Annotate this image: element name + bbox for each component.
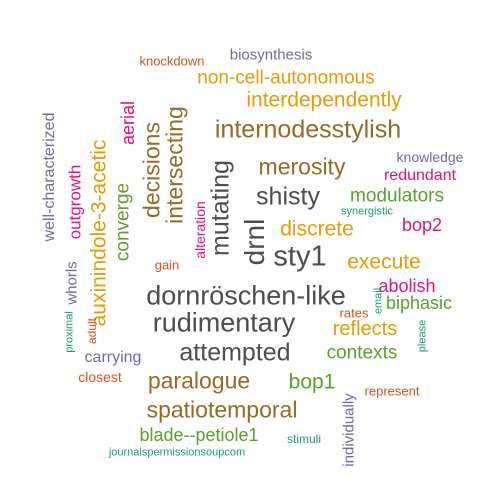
word-closest: closest	[78, 369, 122, 385]
word-paralogue: paralogue	[147, 367, 251, 394]
word-bop1: bop1	[288, 370, 336, 394]
word-well-characterized: well-characterized	[41, 112, 58, 242]
word-drnl: drnl	[239, 218, 270, 266]
word-biphasic: biphasic	[385, 293, 453, 313]
word-individually: individually	[340, 393, 358, 467]
word-adult: adult	[85, 317, 99, 345]
word-decisions: decisions	[138, 122, 165, 218]
word-represent: represent	[364, 383, 420, 399]
word-outgrowth: outgrowth	[65, 164, 85, 240]
word-sty1: sty1	[273, 240, 327, 273]
word-modulators: modulators	[350, 185, 444, 207]
word-stimuli: stimuli	[286, 432, 322, 446]
word-merosity: merosity	[258, 153, 346, 180]
word-alteration: alteration	[192, 201, 208, 259]
word-reflects: reflects	[332, 318, 398, 340]
word-carrying: carrying	[84, 349, 142, 366]
word-journalspermissionsoupcom: journalspermissionsoupcom	[108, 446, 246, 459]
word-bop2: bop2	[401, 215, 443, 235]
word-shisty: shisty	[256, 182, 320, 211]
word-attempted: attempted	[179, 338, 291, 367]
word-knowledge: knowledge	[396, 149, 464, 165]
word-converge: converge	[112, 182, 134, 262]
word-rates: rates	[339, 305, 369, 321]
word-abolish: abolish	[378, 276, 436, 296]
word-email: email	[372, 287, 385, 315]
word-please: please	[416, 319, 429, 353]
word-knockdown: knockdown	[139, 53, 205, 69]
word-mutating: mutating	[206, 160, 235, 256]
word-synergistic: synergistic	[341, 205, 393, 218]
word-dornroschen-like: dornröschen-like	[146, 280, 346, 311]
word-spatiotemporal: spatiotemporal	[146, 396, 298, 423]
word-auxinindole-3-acetic: auxinindole-3-acetic	[87, 139, 111, 327]
word-discrete: discrete	[280, 217, 354, 241]
word-blade-petiole1: blade--petiole1	[139, 425, 259, 445]
word-intersecting: intersecting	[161, 106, 188, 224]
word-non-cell-autonomous: non-cell-autonomous	[197, 67, 375, 89]
word-interdependently: interdependently	[246, 88, 402, 112]
word-biosynthesis: biosynthesis	[229, 46, 313, 64]
word-contexts: contexts	[326, 342, 398, 364]
word-redundant: redundant	[383, 167, 457, 184]
word-proximal: proximal	[63, 311, 76, 353]
word-rudimentary: rudimentary	[152, 307, 296, 338]
word-gain: gain	[154, 257, 180, 273]
word-aerial: aerial	[118, 100, 138, 146]
word-execute: execute	[347, 250, 421, 274]
word-whorls: whorls	[63, 261, 81, 305]
word-internodesstylish: internodesstylish	[214, 115, 402, 144]
